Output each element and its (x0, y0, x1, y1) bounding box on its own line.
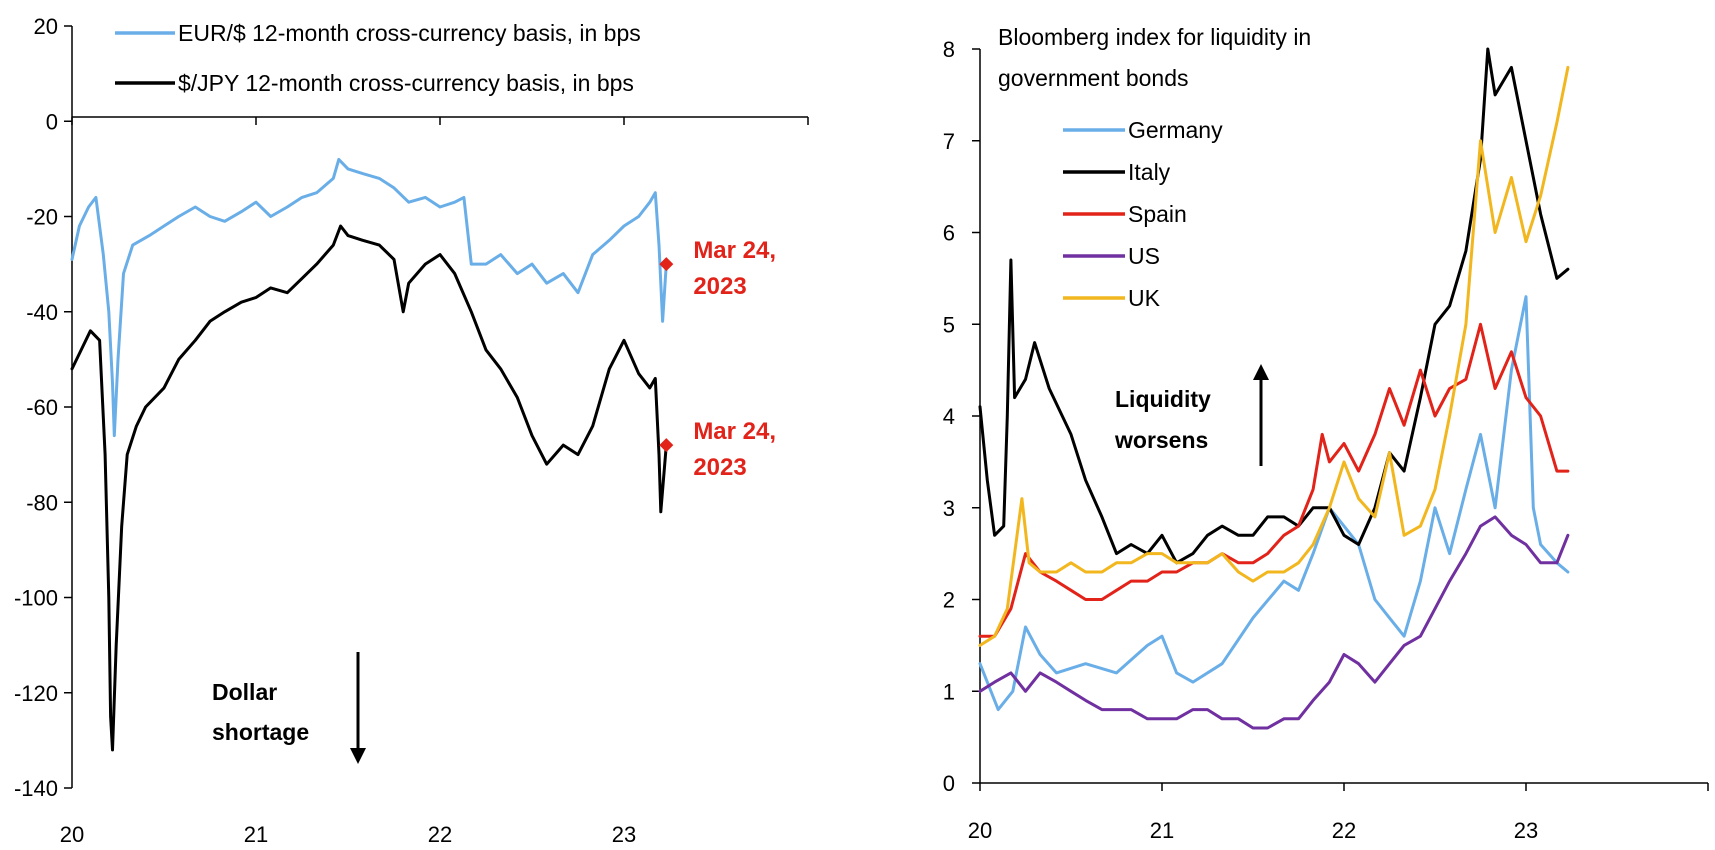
series-line-jpy-12-month-cross-currency-basis-in-bps (70, 224, 668, 752)
y-tick-label: -100 (14, 586, 58, 611)
y-tick-label: 1 (943, 679, 955, 704)
legend-label-uk: UK (1128, 285, 1161, 311)
annotation-label: worsens (1114, 427, 1208, 453)
x-tick-label: 20 (60, 822, 84, 847)
series-line-uk (978, 65, 1570, 647)
annotation-date-label: 2023 (693, 454, 746, 481)
series-line-eur-12-month-cross-currency-basis-in-bps (70, 157, 668, 438)
y-tick-label: -40 (26, 300, 58, 325)
legend-label-spain: Spain (1128, 201, 1187, 227)
y-tick-label: -140 (14, 776, 58, 801)
annotation-date-label: Mar 24, (693, 237, 776, 264)
annotation-date-label: 2023 (693, 273, 746, 300)
legend-label-eur-12-month-cross-currency-basis-in-bps: EUR/$ 12-month cross-currency basis, in … (178, 20, 641, 46)
legend-label-germany: Germany (1128, 117, 1223, 143)
legend-label-italy: Italy (1128, 159, 1171, 185)
series-line-italy (978, 47, 1570, 565)
y-tick-label: -60 (26, 395, 58, 420)
y-tick-label: 2 (943, 588, 955, 613)
x-tick-label: 21 (244, 822, 268, 847)
arrow-head-icon (350, 748, 366, 764)
annotation-label: Dollar (212, 679, 277, 705)
y-tick-label: 5 (943, 312, 955, 337)
legend-title: government bonds (998, 65, 1189, 91)
y-tick-label: -20 (26, 205, 58, 230)
annotation-date-label: Mar 24, (693, 418, 776, 445)
y-tick-label: 3 (943, 496, 955, 521)
x-tick-label: 23 (612, 822, 636, 847)
series-line-germany (978, 295, 1570, 712)
y-tick-label: 0 (943, 771, 955, 796)
y-tick-label: 20 (34, 14, 58, 39)
y-tick-label: 4 (943, 404, 955, 429)
annotation-label: Liquidity (1115, 386, 1211, 412)
marker-diamond (659, 438, 674, 453)
y-tick-label: 7 (943, 129, 955, 154)
x-tick-label: 21 (1150, 818, 1174, 843)
legend-title: Bloomberg index for liquidity in (998, 24, 1311, 50)
series-line-us (978, 515, 1570, 730)
y-tick-label: 8 (943, 37, 955, 62)
y-tick-label: -120 (14, 681, 58, 706)
y-tick-label: -80 (26, 490, 58, 515)
marker-diamond (659, 257, 674, 272)
y-tick-label: 6 (943, 221, 955, 246)
series-line-spain (978, 322, 1570, 638)
arrow-head-icon (1253, 364, 1269, 380)
x-tick-label: 23 (1514, 818, 1538, 843)
x-tick-label: 22 (1332, 818, 1356, 843)
x-tick-label: 22 (428, 822, 452, 847)
legend-label-us: US (1128, 243, 1160, 269)
legend-label-jpy-12-month-cross-currency-basis-in-bps: $/JPY 12-month cross-currency basis, in … (178, 70, 634, 96)
y-tick-label: 0 (46, 109, 58, 134)
annotation-label: shortage (212, 719, 309, 745)
x-tick-label: 20 (968, 818, 992, 843)
